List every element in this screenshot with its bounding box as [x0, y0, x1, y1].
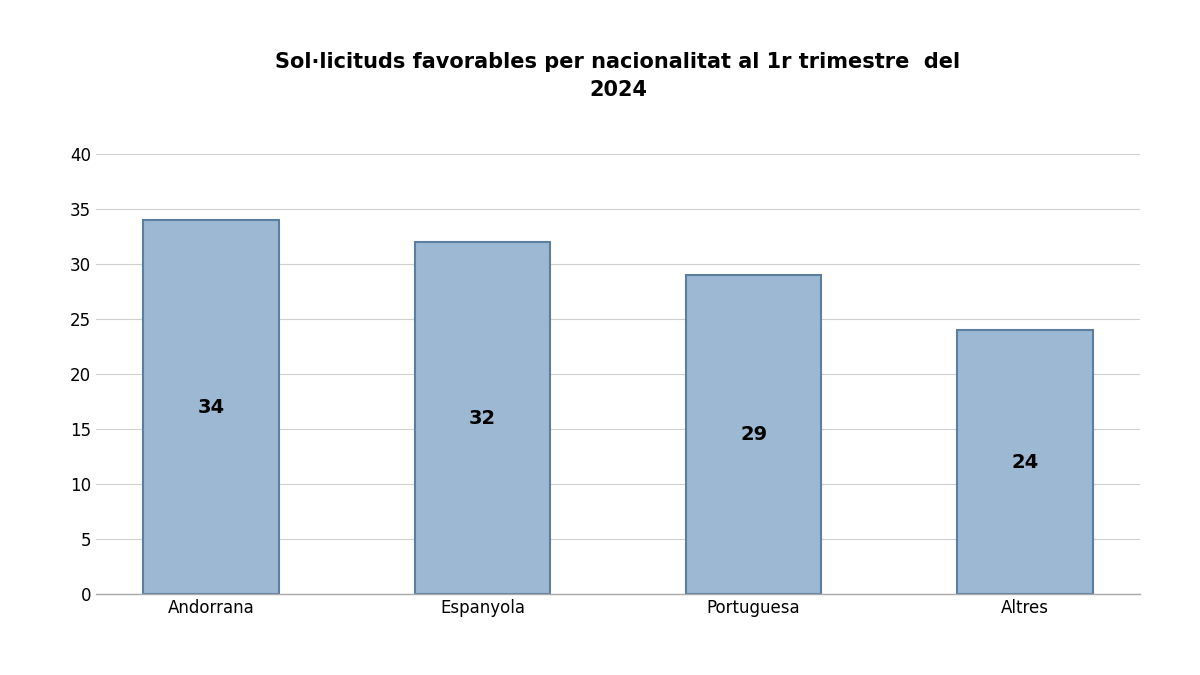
Bar — [956, 330, 1092, 594]
Text: 24: 24 — [1012, 453, 1038, 472]
Text: 34: 34 — [198, 398, 224, 416]
Text: 29: 29 — [740, 425, 767, 444]
Title: Sol·licituds favorables per nacionalitat al 1r trimestre  del
2024: Sol·licituds favorables per nacionalitat… — [276, 53, 960, 101]
Text: 32: 32 — [469, 408, 496, 428]
Bar — [415, 242, 551, 594]
Bar — [144, 221, 280, 594]
Bar — [685, 275, 821, 594]
